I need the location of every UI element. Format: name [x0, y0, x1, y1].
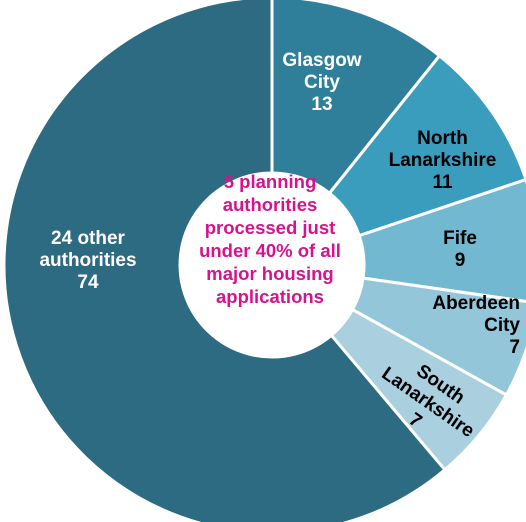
segment-label: North Lanarkshire 11 — [370, 128, 515, 194]
donut-segment — [327, 53, 526, 238]
segment-label: Glasgow City 13 — [262, 50, 382, 116]
value-label: 74 — [77, 272, 99, 293]
category-label: Fife — [443, 228, 477, 249]
segment-label: 24 other authorities 74 — [18, 228, 158, 294]
value-label: 13 — [311, 94, 333, 115]
donut-segment — [270, 0, 442, 196]
donut-segment — [2, 0, 447, 522]
center-text: 5 planning authorities processed just un… — [199, 171, 341, 307]
category-label: Glasgow City — [282, 50, 362, 93]
segment-label: Aberdeen City 7 — [400, 293, 520, 359]
category-label: Aberdeen City — [432, 293, 520, 336]
value-label: 11 — [432, 172, 453, 193]
value-label: 9 — [454, 250, 466, 271]
value-label: 7 — [509, 337, 520, 358]
category-label: North Lanarkshire — [388, 128, 497, 171]
donut-segment — [357, 177, 526, 304]
segment-label: Fife 9 — [420, 228, 500, 272]
category-label: 24 other authorities — [39, 228, 137, 271]
